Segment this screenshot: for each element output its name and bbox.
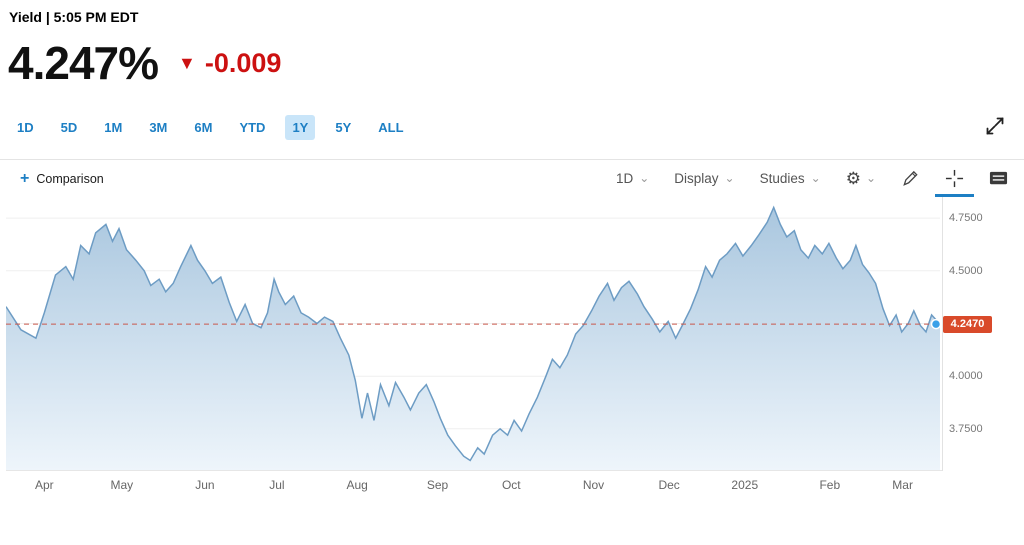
y-axis-label: 4.0000 [949, 370, 983, 383]
last-price-dot [930, 318, 940, 330]
chart-toolbar: + Comparison 1D ⌄ Display ⌄ Studies ⌄ ⚙ ⌄ [0, 159, 1024, 197]
area-fill [6, 207, 940, 471]
chevron-down-icon: ⌄ [639, 170, 650, 185]
down-arrow-icon: ▼ [178, 52, 196, 73]
plus-icon: + [20, 169, 30, 187]
pencil-icon [903, 170, 918, 186]
news-icon [989, 171, 1008, 185]
current-yield: 4.247% [8, 37, 159, 89]
chart-area[interactable] [6, 197, 940, 471]
x-axis-label: 2025 [731, 478, 759, 492]
tab-5d[interactable]: 5D [54, 115, 85, 140]
yield-change-value: -0.009 [204, 47, 282, 78]
dropdown-studies[interactable]: Studies ⌄ [760, 171, 821, 186]
x-axis-label: May [110, 478, 134, 492]
news-button[interactable] [989, 160, 1008, 197]
dropdown-label: Display [674, 171, 719, 186]
x-axis-label: Jun [195, 478, 215, 492]
x-axis-label: Apr [34, 478, 54, 492]
toolbar-tools: 1D ⌄ Display ⌄ Studies ⌄ ⚙ ⌄ [616, 160, 1008, 197]
x-axis-label: Mar [892, 478, 913, 492]
x-axis: Apr May Jun Jul Aug Sep Oct Nov Dec 2025 Feb Mar [0, 197, 1024, 509]
x-axis-label: Feb [819, 478, 841, 492]
gear-icon: ⚙ [845, 169, 861, 188]
y-axis-label: 4.7500 [949, 212, 983, 225]
tab-5y[interactable]: 5Y [328, 115, 358, 140]
expand-button[interactable] [982, 113, 1008, 142]
yield-timestamp-label: Yield | 5:05 PM EDT [9, 9, 139, 25]
chevron-down-icon: ⌄ [724, 170, 735, 185]
comparison-label: Comparison [36, 171, 104, 186]
expand-icon [986, 117, 1004, 134]
range-row: 1D 5D 1M 3M 6M YTD 1Y 5Y ALL [10, 110, 1008, 144]
comparison-button[interactable]: + Comparison [20, 169, 104, 187]
chevron-down-icon: ⌄ [865, 170, 876, 185]
toolbar-dropdowns: 1D ⌄ Display ⌄ Studies ⌄ [616, 160, 821, 197]
crosshair-icon [945, 169, 964, 188]
price-line [6, 205, 940, 462]
chevron-down-icon: ⌄ [810, 170, 821, 185]
quote-row: 4.247% ▼ -0.009 [8, 36, 281, 90]
active-tool-underline [935, 194, 974, 197]
range-tabs: 1D 5D 1M 3M 6M YTD 1Y 5Y ALL [10, 114, 411, 140]
y-axis-label: 3.7500 [949, 422, 983, 435]
x-axis-label: Dec [658, 478, 680, 492]
tab-6m[interactable]: 6M [187, 115, 219, 140]
tab-1y[interactable]: 1Y [285, 114, 316, 140]
dropdown-1d[interactable]: 1D ⌄ [616, 171, 649, 186]
x-axis-label: Aug [346, 478, 368, 492]
tab-1m[interactable]: 1M [97, 115, 129, 140]
price-tag: 4.2470 [943, 315, 992, 333]
x-axis-label: Nov [582, 478, 605, 492]
tab-all[interactable]: ALL [371, 115, 410, 140]
yield-change: ▼ -0.009 [178, 48, 281, 79]
plot-bottom-border [6, 470, 943, 471]
tab-ytd[interactable]: YTD [232, 115, 272, 140]
y-axis-separator [942, 197, 943, 471]
y-axis-label: 4.5000 [949, 264, 983, 277]
x-axis-label: Jul [269, 478, 285, 492]
x-axis-label: Oct [501, 478, 521, 492]
tab-3m[interactable]: 3M [142, 115, 174, 140]
dropdown-label: Studies [759, 171, 805, 186]
tab-1d[interactable]: 1D [10, 115, 41, 140]
draw-button[interactable] [901, 160, 920, 197]
dropdown-display[interactable]: Display ⌄ [674, 171, 734, 186]
settings-button[interactable]: ⚙ ⌄ [846, 160, 876, 197]
dropdown-label: 1D [615, 171, 634, 186]
x-axis-label: Sep [426, 478, 449, 492]
crosshair-button[interactable] [935, 160, 974, 197]
